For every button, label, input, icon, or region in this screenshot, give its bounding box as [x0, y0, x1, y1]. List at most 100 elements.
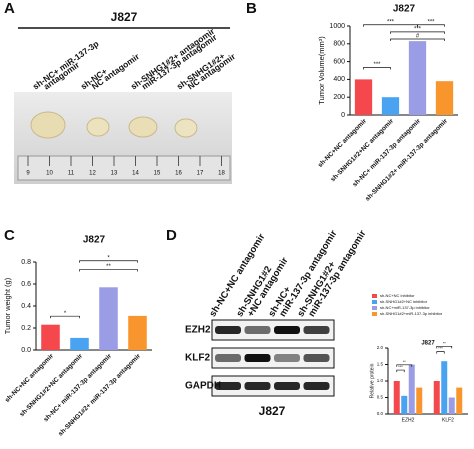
legend-label: sh-SNHG1#2+NC inhibitor — [380, 299, 428, 304]
bar — [408, 364, 415, 414]
y-tick-label: 0.2 — [21, 325, 31, 332]
band — [274, 354, 300, 362]
band — [215, 354, 241, 362]
ruler-number: 17 — [197, 171, 204, 177]
bar — [456, 387, 463, 414]
bar — [441, 361, 448, 414]
bracket — [50, 315, 80, 319]
bar — [448, 397, 455, 414]
x-tick-label: EZH2 — [402, 417, 415, 423]
band — [274, 382, 300, 390]
y-tick-label: 0.4 — [21, 303, 31, 310]
bracket — [390, 38, 445, 42]
ruler-number: 13 — [111, 171, 118, 177]
y-axis-label: Tumor Volume(mm³) — [317, 36, 326, 105]
y-tick-label: 600 — [333, 58, 345, 65]
y-tick-label: 1.5 — [377, 362, 384, 367]
ruler-number: 11 — [68, 171, 75, 177]
legend-swatch — [372, 312, 377, 316]
x-tick-label: sh-NC+NC antagomir — [317, 117, 369, 169]
x-tick-label: sh-NC+NC antagomir — [4, 352, 56, 404]
annotation: *** — [438, 346, 443, 351]
annotation: *** — [427, 19, 435, 25]
y-tick-label: 0.8 — [21, 259, 31, 266]
y-tick-label: 0.0 — [377, 411, 384, 416]
panel-label: D — [166, 227, 177, 244]
x-tick-label: KLF2 — [442, 417, 454, 423]
legend-swatch — [372, 306, 377, 310]
chart-title: J827 — [421, 341, 435, 347]
y-tick-label: 2.0 — [377, 345, 384, 350]
y-tick-label: 200 — [333, 94, 345, 101]
bar — [99, 287, 118, 350]
bar — [401, 395, 408, 414]
chart-title: J827 — [393, 4, 416, 15]
bar — [416, 387, 423, 414]
bar — [408, 41, 427, 115]
ruler-number: 12 — [89, 171, 96, 177]
y-tick-label: 0 — [341, 112, 345, 119]
protein-label: GAPDH — [185, 381, 221, 392]
annotation: * — [64, 311, 67, 317]
tumor — [174, 118, 198, 138]
annotation: *** — [414, 26, 422, 32]
y-tick-label: 800 — [333, 41, 345, 48]
y-tick-label: 1000 — [329, 23, 345, 30]
annotation: * — [107, 255, 110, 261]
protein-label: EZH2 — [185, 325, 211, 336]
ruler-number: 18 — [218, 171, 225, 177]
bar — [435, 81, 454, 115]
ruler-number: 16 — [175, 171, 182, 177]
band — [274, 326, 300, 334]
band — [244, 382, 271, 390]
ruler-number: 9 — [26, 171, 30, 177]
annotation: *** — [398, 364, 403, 369]
legend-label: sh-NC+NC inhibitor — [380, 293, 415, 298]
y-tick-label: 0.0 — [21, 347, 31, 354]
bracket — [390, 31, 445, 34]
bracket — [396, 364, 413, 367]
bar — [41, 324, 60, 350]
bar — [393, 381, 400, 414]
photo-title: J827 — [111, 10, 138, 24]
tumor — [128, 116, 158, 138]
y-tick-label: 400 — [333, 76, 345, 83]
bar — [433, 381, 440, 414]
bracket — [396, 369, 405, 373]
bar — [354, 79, 373, 115]
blot-title: J827 — [259, 404, 286, 418]
band — [215, 326, 241, 334]
annotation: # — [416, 34, 420, 40]
tumor — [30, 111, 66, 139]
bracket — [436, 351, 445, 354]
band — [303, 382, 330, 390]
band — [303, 354, 330, 362]
bracket — [79, 269, 138, 272]
band — [244, 326, 271, 334]
tumor — [86, 117, 110, 137]
chart-title: J827 — [83, 235, 106, 246]
bracket — [79, 260, 138, 263]
legend-swatch — [372, 294, 377, 298]
band — [244, 354, 271, 362]
panel-label: C — [4, 227, 15, 244]
bracket — [436, 345, 453, 349]
annotation: *** — [387, 19, 395, 25]
y-axis-label: Tumor weight (g) — [3, 277, 12, 334]
ruler — [17, 155, 231, 181]
blot-box — [211, 319, 335, 341]
blot-box — [211, 375, 335, 397]
bracket — [363, 67, 391, 70]
legend-label: sh-SNHG1#2+miR-137-3p inhibitor — [380, 311, 443, 316]
band — [303, 326, 330, 334]
legend-label: sh-NC+miR-137-3p inhibitor — [380, 305, 430, 310]
annotation: ** — [106, 264, 111, 270]
y-tick-label: 0.5 — [377, 395, 384, 400]
panel-label: A — [4, 0, 15, 17]
y-tick-label: 0.6 — [21, 281, 31, 288]
annotation: ** — [443, 340, 447, 345]
protein-label: KLF2 — [185, 353, 210, 364]
band — [215, 382, 241, 390]
ruler-number: 14 — [132, 171, 139, 177]
annotation: ** — [403, 359, 407, 364]
